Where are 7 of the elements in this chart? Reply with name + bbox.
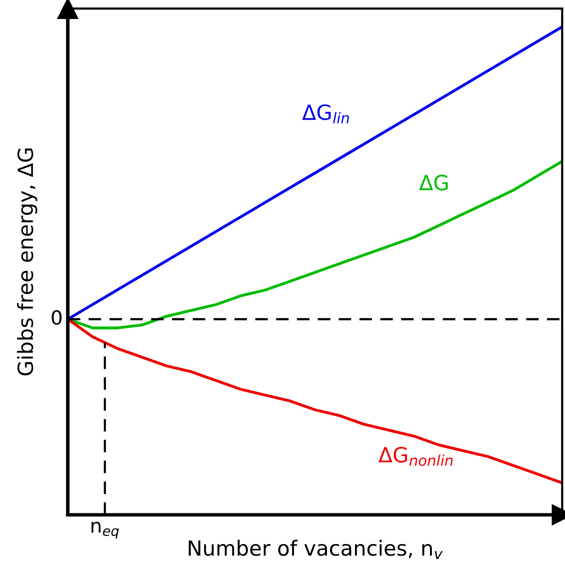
y-axis-title: Gibbs free energy, ΔG [17, 148, 38, 376]
series-label: ΔG [419, 174, 448, 190]
x-axis-title: Number of vacancies, n$_{v}$ [188, 540, 443, 560]
ref-line-label: 0 [52, 310, 62, 325]
series-label: ΔG$_{lin}$ [302, 104, 349, 124]
text: n$_{eq}$ [92, 522, 119, 539]
series-label: ΔG$_{nonlin}$ [378, 446, 453, 466]
